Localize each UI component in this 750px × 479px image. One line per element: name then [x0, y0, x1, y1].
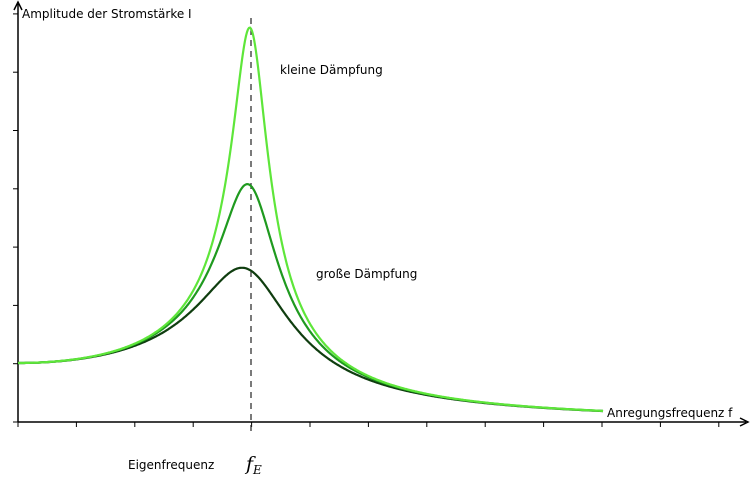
y-arrow: [13, 0, 23, 11]
curves: [18, 26, 604, 413]
x-arrow: [739, 417, 750, 427]
marker-symbol: fE: [244, 453, 262, 477]
y-axis-label: Amplitude der Stromstärke I: [22, 7, 192, 21]
resonance-curve: [18, 266, 604, 413]
resonance-curve: [18, 182, 604, 413]
x-axis-label: Anregungsfrequenz f: [607, 406, 733, 420]
resonance-curve: [18, 26, 603, 412]
marker-label: Eigenfrequenz: [128, 458, 214, 472]
symbol: f: [244, 453, 256, 475]
curve-label: kleine Dämpfung: [280, 63, 383, 77]
subscript: E: [252, 463, 262, 477]
axes: [13, 0, 750, 427]
curve-label: große Dämpfung: [316, 267, 417, 281]
